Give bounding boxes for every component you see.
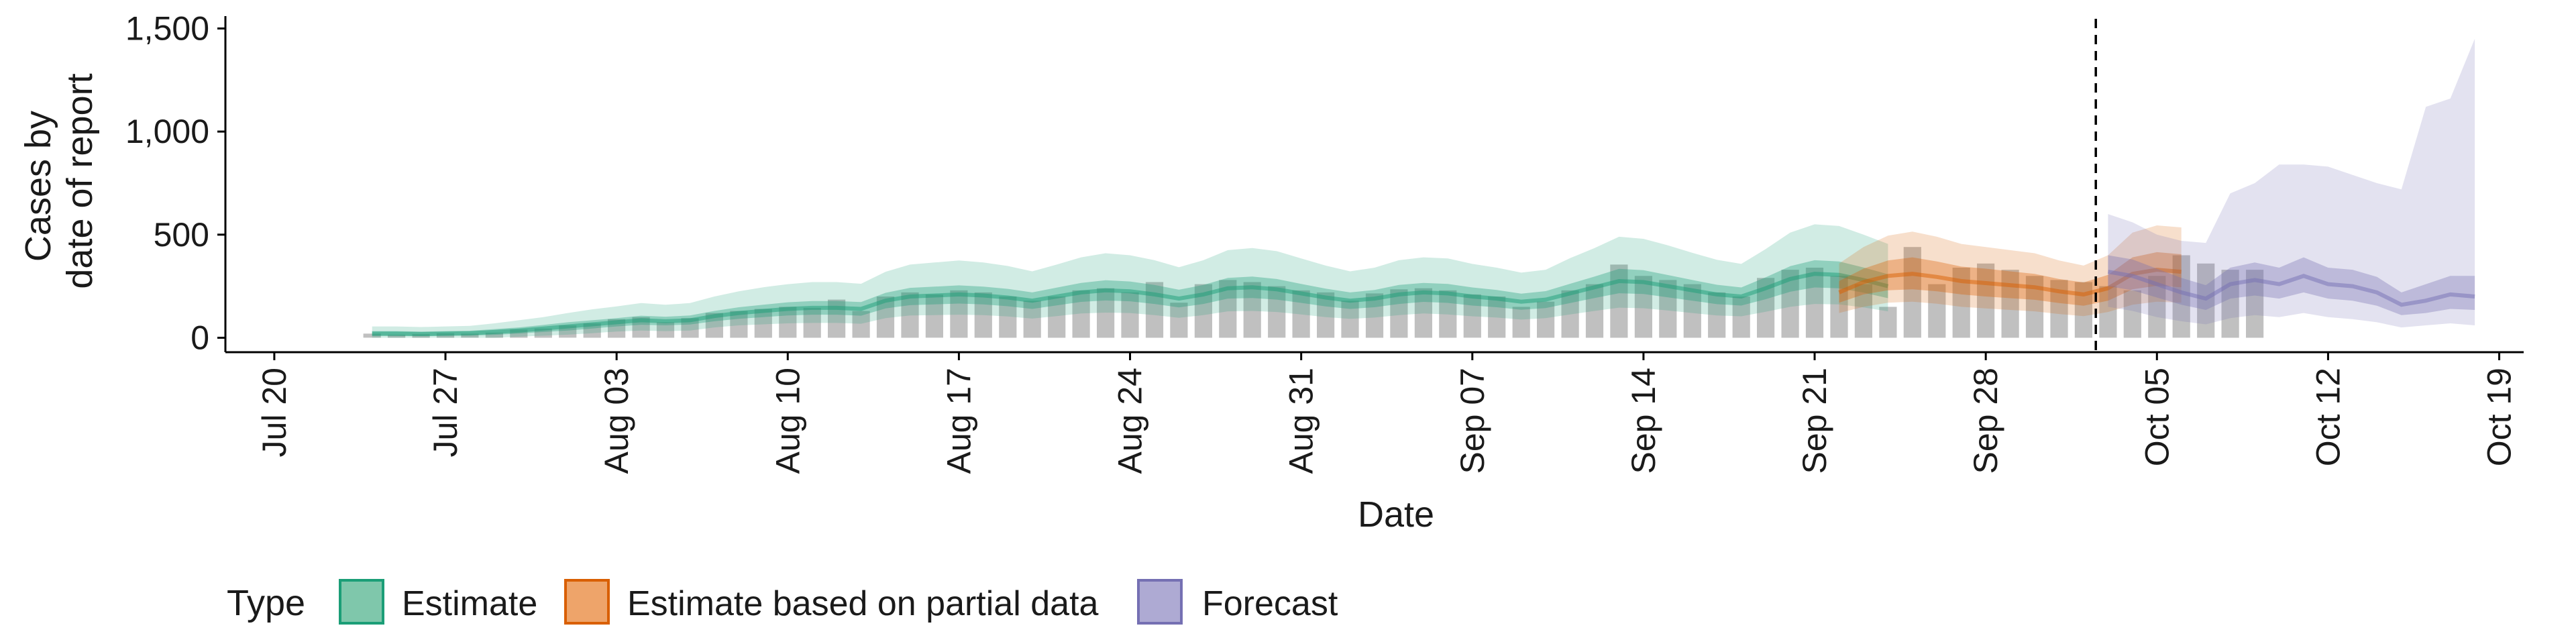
- x-axis-title: Date: [1358, 494, 1434, 535]
- x-tick-label: Aug 03: [598, 368, 635, 474]
- x-tick-label: Sep 14: [1625, 368, 1662, 474]
- y-axis-title: Cases by date of report: [18, 73, 100, 288]
- y-tick-label: 500: [154, 216, 209, 254]
- observed-bar: [1048, 297, 1066, 338]
- legend-item-forecast: Forecast: [1137, 579, 1338, 625]
- observed-bar: [999, 297, 1017, 338]
- observed-bar: [950, 290, 968, 338]
- observed-bar: [754, 309, 772, 338]
- estimate-inner-band: [372, 260, 1888, 336]
- observed-bar: [1439, 290, 1457, 338]
- y-axis-title-line-1: Cases by: [18, 111, 58, 262]
- axes: Jul 20 Jul 27 Aug 03 Aug 10 Aug 17 Aug 24 Aug …: [125, 9, 2524, 474]
- observed-bar: [1561, 290, 1579, 338]
- observed-bar: [1634, 276, 1652, 338]
- observed-bar: [1488, 297, 1506, 338]
- observed-bar: [1121, 292, 1139, 338]
- observed-bar: [1170, 303, 1188, 338]
- observed-bar: [1977, 263, 1995, 338]
- observed-bar: [1512, 307, 1530, 338]
- x-axis-ticks: Jul 20 Jul 27 Aug 03 Aug 10 Aug 17 Aug 24 Aug …: [256, 352, 2518, 474]
- observed-bar: [1732, 297, 1750, 338]
- observed-bar: [1268, 286, 1286, 338]
- observed-bar: [2123, 290, 2141, 338]
- forecast-median-line: [2107, 270, 2475, 307]
- x-tick-label: Aug 17: [940, 368, 977, 474]
- observed-bar: [1145, 282, 1164, 338]
- observed-bar: [461, 333, 479, 338]
- x-tick-label: Oct 19: [2481, 368, 2518, 466]
- estimate-median-line: [372, 272, 1889, 337]
- legend-label-partial: Estimate based on partial data: [627, 584, 1099, 623]
- observed-bar: [1854, 284, 1872, 338]
- estimate-ribbons: [372, 38, 2475, 338]
- observed-bar: [363, 333, 381, 338]
- legend-label-estimate: Estimate: [402, 584, 537, 623]
- x-tick-label: Jul 27: [427, 368, 464, 457]
- legend-label-forecast: Forecast: [1202, 584, 1338, 623]
- x-tick-label: Aug 10: [769, 368, 806, 474]
- x-tick-label: Sep 21: [1796, 368, 1833, 474]
- observed-bar: [1610, 264, 1628, 338]
- observed-bar: [1341, 301, 1359, 338]
- observed-bar: [1708, 292, 1726, 338]
- observed-bar: [1537, 301, 1555, 338]
- legend-title: Type: [227, 583, 305, 623]
- observed-bar: [779, 307, 797, 338]
- observed-bar: [1072, 290, 1090, 338]
- y-tick-label: 1,500: [125, 9, 209, 47]
- observed-bar: [925, 294, 943, 338]
- observed-bar: [583, 323, 601, 338]
- y-axis-title-line-2: date of report: [60, 73, 100, 288]
- legend-key-partial: [564, 579, 610, 625]
- observed-bar: [485, 332, 503, 338]
- legend: Type Estimate Estimate based on partial …: [227, 579, 1338, 625]
- observed-bar: [1243, 282, 1261, 338]
- legend-key-estimate: [339, 579, 384, 625]
- y-tick-label: 0: [191, 319, 209, 356]
- x-tick-label: Oct 12: [2309, 368, 2347, 466]
- observed-bar: [1097, 288, 1115, 338]
- observed-bar: [1903, 247, 1921, 338]
- plot-area: [363, 38, 2475, 338]
- observed-bar: [388, 334, 406, 338]
- observed-bar: [1879, 307, 1897, 338]
- observed-bar: [974, 292, 992, 338]
- observed-bar: [1023, 301, 1041, 338]
- observed-bar: [1585, 284, 1604, 338]
- x-tick-label: Oct 05: [2138, 368, 2176, 466]
- legend-key-forecast: [1137, 579, 1183, 625]
- observed-bar: [656, 322, 675, 338]
- x-tick-label: Sep 28: [1967, 368, 2004, 474]
- series-forecast: [2107, 38, 2475, 328]
- observed-bar: [1805, 268, 1824, 338]
- estimate-outer-band: [372, 224, 1888, 338]
- observed-bar: [852, 311, 870, 338]
- y-axis-ticks: 0 500 1,000 1,500: [125, 9, 225, 356]
- forecast-inner-band: [2108, 255, 2475, 315]
- x-tick-label: Aug 24: [1112, 368, 1149, 474]
- partial-median-line: [1838, 268, 2182, 297]
- observed-bar: [2221, 270, 2239, 338]
- observed-bar: [2001, 270, 2019, 338]
- observed-bar: [901, 292, 919, 338]
- observed-bar: [803, 307, 821, 338]
- observed-bar: [2099, 286, 2117, 338]
- observed-bar: [1414, 288, 1432, 338]
- observed-bar: [1292, 290, 1310, 338]
- series-estimate: [372, 224, 1889, 338]
- observed-bar: [1659, 280, 1677, 338]
- x-tick-label: Aug 31: [1283, 368, 1320, 474]
- y-tick-label: 1,000: [125, 113, 209, 150]
- observed-bar: [1928, 284, 1946, 338]
- legend-item-partial: Estimate based on partial data: [564, 579, 1099, 625]
- x-tick-label: Sep 07: [1454, 368, 1491, 474]
- observed-bar: [2172, 255, 2190, 338]
- forecast-outer-band: [2108, 38, 2475, 328]
- legend-item-estimate: Estimate: [339, 579, 537, 625]
- observed-bar: [1830, 276, 1848, 338]
- observed-bar: [1463, 294, 1481, 338]
- x-tick-label: Jul 20: [256, 368, 293, 457]
